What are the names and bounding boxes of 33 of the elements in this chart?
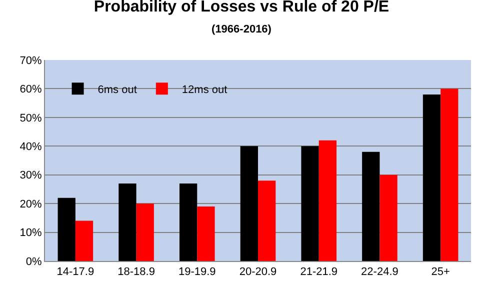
y-tick-label: 30% [20, 170, 42, 182]
legend-label: 12ms out [182, 84, 228, 96]
bar [318, 140, 337, 261]
bar [240, 146, 258, 261]
bar [362, 152, 380, 261]
bar [440, 88, 458, 261]
chart-subtitle: (1966-2016) [212, 23, 272, 36]
bar [58, 198, 76, 261]
y-tick-label: 10% [20, 227, 42, 240]
y-tick-label: 0% [26, 256, 42, 268]
y-tick-label: 60% [20, 84, 42, 96]
x-tick-label: 18-18.9 [118, 266, 155, 278]
y-tick-label: 40% [20, 140, 42, 153]
x-tick-label: 25+ [431, 266, 450, 278]
bar [380, 174, 398, 261]
y-tick-label: 20% [20, 198, 42, 210]
chart-title: Probability of Losses vs Rule of 20 P/E [94, 0, 390, 16]
bar [136, 204, 154, 261]
bar [197, 206, 215, 261]
y-tick-label: 70% [20, 54, 42, 67]
bar [258, 180, 276, 261]
bar [118, 183, 136, 261]
x-tick-label: 22-24.9 [361, 266, 398, 278]
bar [179, 183, 198, 261]
bar [422, 94, 441, 261]
x-tick-label: 20-20.9 [239, 266, 277, 278]
x-tick-label: 14-17.9 [56, 266, 94, 278]
x-tick-label: 19-19.9 [178, 266, 216, 278]
y-tick-label: 50% [20, 112, 42, 124]
bar [301, 146, 319, 261]
legend-label: 6ms out [98, 84, 137, 96]
bar [75, 220, 94, 261]
x-tick-label: 21-21.9 [300, 266, 338, 278]
